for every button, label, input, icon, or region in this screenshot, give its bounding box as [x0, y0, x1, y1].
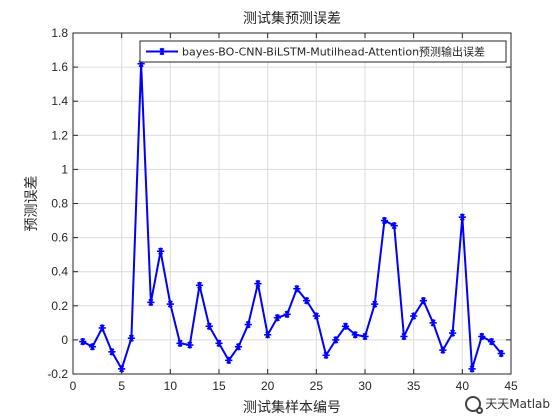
data-point — [497, 349, 505, 358]
x-tick-label: 25 — [310, 379, 324, 393]
x-tick-label: 15 — [212, 379, 226, 393]
y-tick-label: -0.2 — [47, 367, 68, 381]
data-point — [468, 365, 476, 373]
y-tick-label: 0.2 — [51, 299, 68, 313]
data-point — [390, 222, 398, 230]
x-axis-ticks: 0 5 10 15 20 25 30 35 40 45 — [70, 33, 518, 393]
x-tick-label: 10 — [164, 379, 178, 393]
y-tick-label: 1.8 — [51, 26, 68, 40]
data-point — [458, 213, 466, 221]
y-axis-ticks: -0.2 0 0.2 0.4 0.6 0.8 1 1.2 1.4 1.6 1.8 — [47, 26, 511, 381]
x-tick-label: 30 — [358, 379, 372, 393]
x-tick-label: 20 — [261, 379, 275, 393]
data-point — [234, 343, 243, 351]
data-point — [429, 319, 437, 327]
data-point — [371, 300, 379, 308]
data-point — [312, 312, 320, 320]
y-tick-label: 1.6 — [51, 60, 68, 74]
data-point — [215, 339, 223, 347]
y-tick-label: 0.4 — [51, 265, 68, 279]
data-point — [118, 365, 126, 373]
legend-marker — [158, 47, 166, 56]
data-point — [166, 300, 174, 308]
x-tick-label: 0 — [70, 379, 77, 393]
data-point — [293, 285, 301, 293]
data-point — [88, 343, 97, 351]
data-point — [147, 298, 155, 306]
x-tick-label: 45 — [504, 379, 518, 393]
chart-title: 测试集预测误差 — [243, 10, 341, 27]
data-point — [273, 314, 281, 322]
data-point — [478, 332, 486, 341]
legend-box — [139, 40, 507, 63]
data-point — [332, 336, 340, 344]
data-point — [244, 320, 252, 329]
axes-frame — [72, 32, 512, 375]
data-point — [410, 312, 418, 320]
y-tick-label: 1.2 — [51, 128, 68, 142]
data-point — [98, 324, 106, 332]
data-point — [157, 247, 165, 255]
data-point — [127, 334, 135, 342]
data-point — [449, 329, 457, 337]
data-point — [487, 338, 496, 346]
data-point — [419, 297, 427, 305]
wechat-icon — [465, 395, 484, 414]
x-tick-label: 35 — [407, 379, 421, 393]
legend-entry: bayes-BO-CNN-BiLSTM-Mutilhead-Attention预… — [182, 45, 485, 59]
data-point — [79, 338, 87, 346]
watermark: 天天Matlab — [461, 393, 554, 414]
watermark-text: 天天Matlab — [485, 397, 550, 411]
y-tick-label: 0 — [61, 333, 68, 347]
data-point — [361, 332, 369, 341]
y-tick-label: 0.6 — [51, 231, 68, 245]
x-axis-label: 测试集样本编号 — [243, 399, 341, 416]
data-point — [380, 216, 389, 225]
data-point — [195, 281, 204, 289]
data-point — [400, 332, 408, 341]
y-tick-label: 0.8 — [51, 197, 68, 211]
data-point — [254, 280, 262, 288]
series-group — [79, 60, 505, 373]
x-tick-label: 5 — [118, 379, 125, 393]
data-point — [108, 348, 116, 356]
data-point — [439, 346, 447, 354]
y-tick-label: 1.4 — [51, 94, 68, 108]
data-point — [176, 339, 184, 347]
data-point — [186, 341, 194, 349]
data-point — [205, 322, 213, 330]
series-line — [82, 62, 503, 370]
data-point — [225, 356, 233, 364]
legend: bayes-BO-CNN-BiLSTM-Mutilhead-Attention预… — [139, 40, 507, 63]
y-tick-label: 1 — [61, 162, 68, 176]
data-point — [341, 322, 350, 330]
data-point — [303, 297, 311, 305]
data-point — [351, 331, 359, 339]
data-point — [322, 351, 330, 359]
y-axis-label: 预测误差 — [24, 176, 40, 232]
data-point — [264, 331, 272, 339]
data-point — [283, 310, 291, 318]
x-tick-label: 40 — [456, 379, 470, 393]
